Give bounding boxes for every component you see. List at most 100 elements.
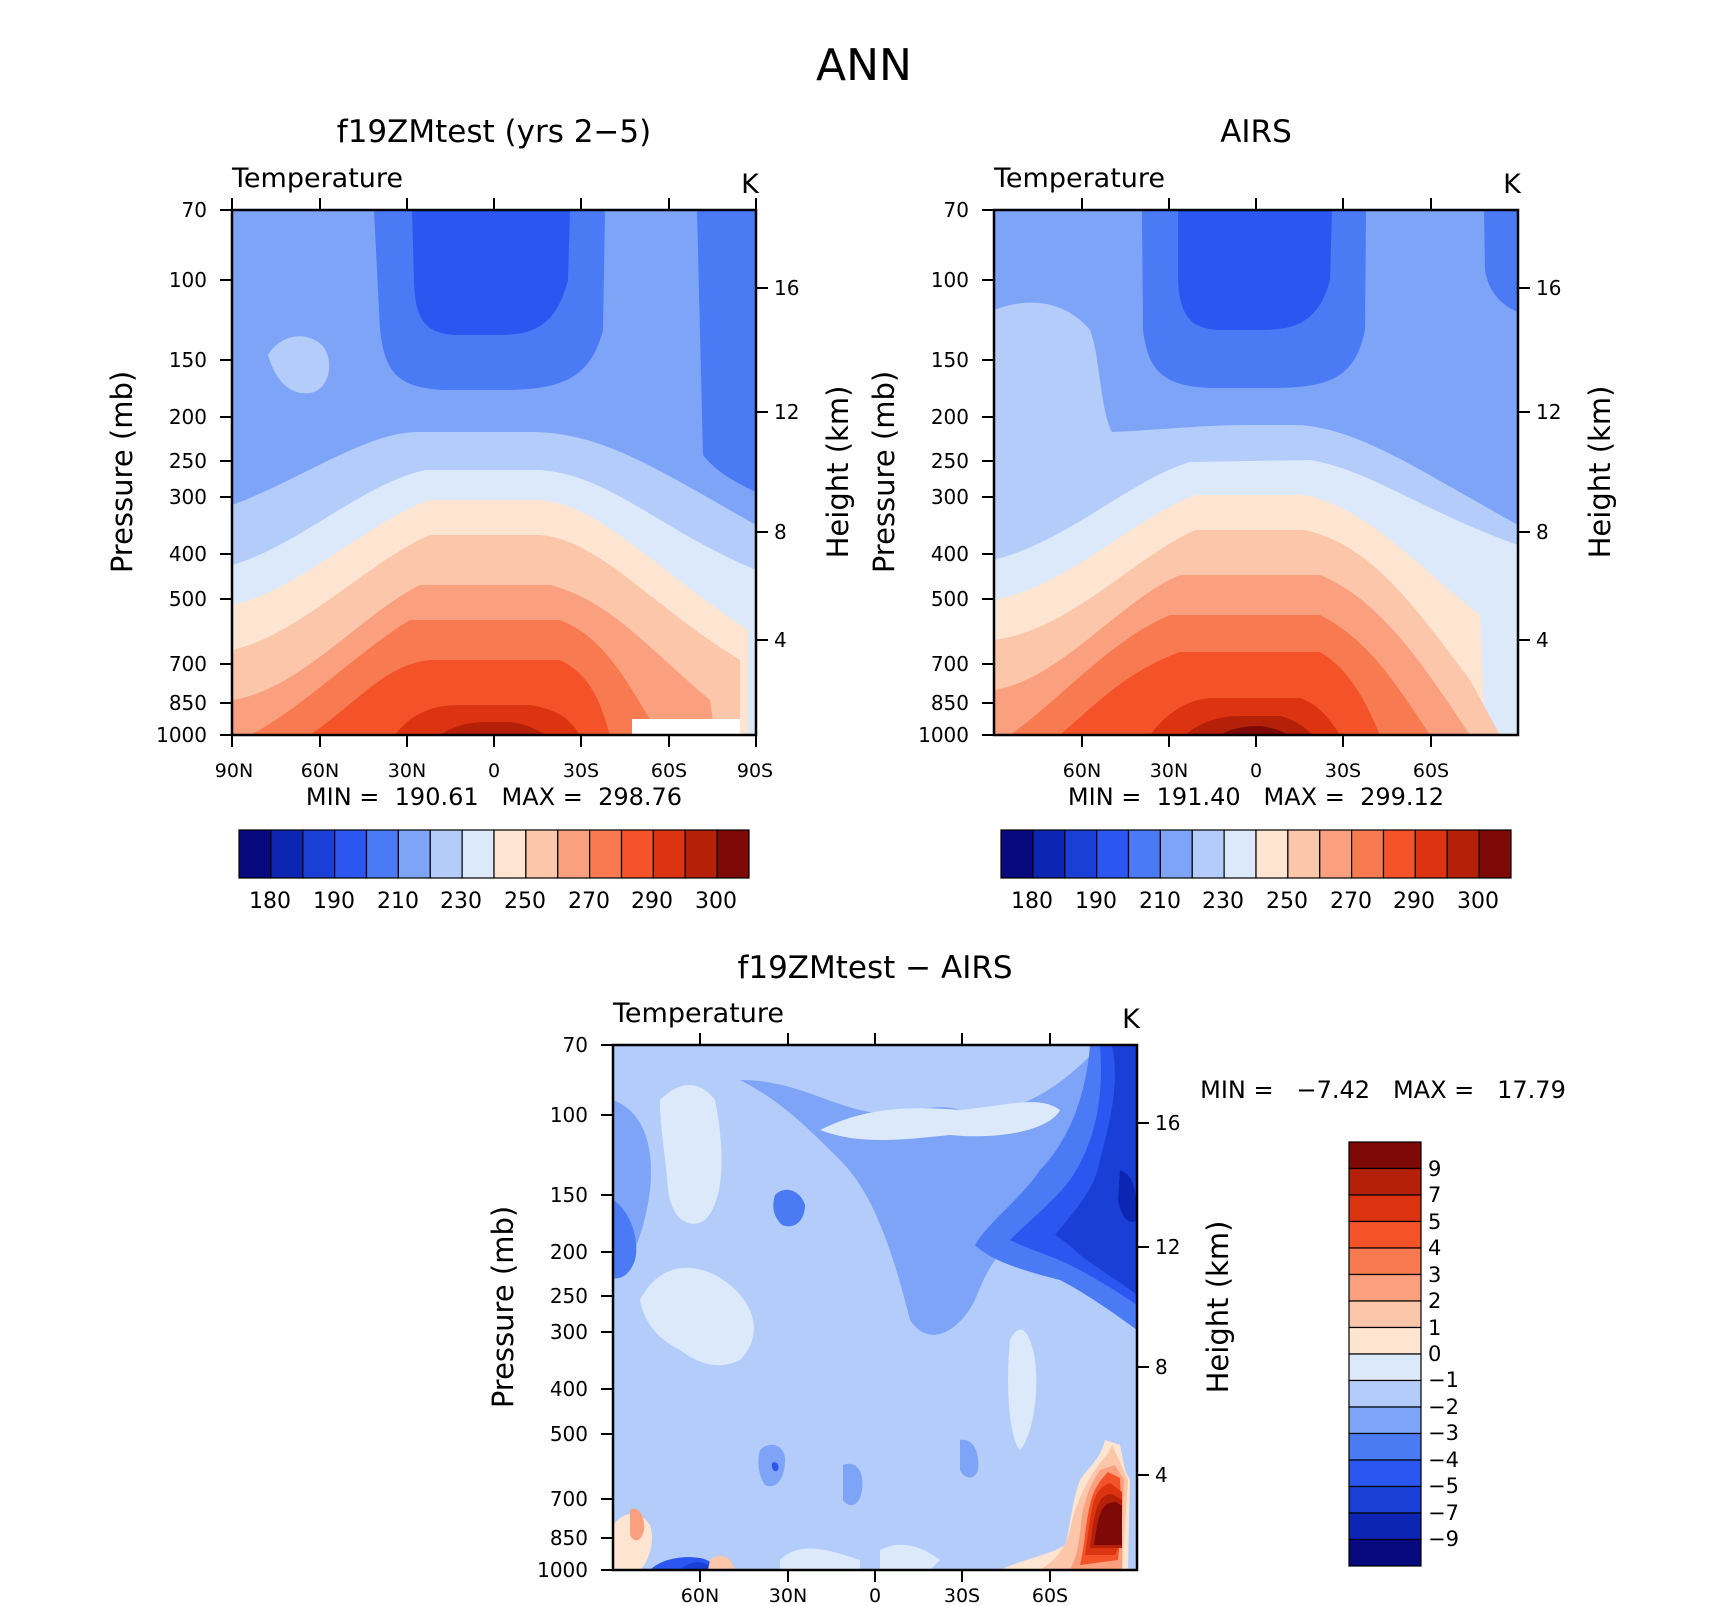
x-tick-label: 30N [388, 760, 426, 782]
y-tick-label: 150 [169, 348, 207, 372]
colorbar-label: −9 [1428, 1527, 1459, 1551]
panel-difference-variable: Temperature [612, 998, 784, 1029]
colorbar-label: 9 [1428, 1157, 1441, 1181]
figure-title: ANN [816, 40, 912, 91]
y-tick-label: 500 [931, 587, 969, 611]
y-tick-label: 700 [931, 652, 969, 676]
y-tick-label: 400 [931, 542, 969, 566]
y-right-tick-label: 8 [1155, 1355, 1168, 1379]
y-ticklabels-model: 70 100 150 200 250 300 400 500 700 850 1… [156, 198, 799, 747]
colorbar-swatch [1348, 1220, 1422, 1249]
y-tick-label: 250 [550, 1284, 588, 1308]
y-right-tick-label: 12 [1155, 1235, 1180, 1259]
contour-field-obs [994, 210, 1518, 735]
colorbar-label: −1 [1428, 1368, 1459, 1392]
x-ticklabels-difference: 60N 30N 0 30S 60S [681, 1585, 1068, 1606]
x-ticklabels-obs: 60N 30N 0 30S 60S [1063, 760, 1449, 782]
colorbar-swatch [1000, 829, 1034, 879]
panel-obs-units: K [1503, 169, 1522, 200]
y-axis-label: Pressure (mb) [867, 371, 901, 573]
colorbar-swatch [1414, 829, 1448, 879]
stats-text: MIN = 191.40 MAX = 299.12 [1068, 783, 1444, 811]
y-right-tick-label: 8 [1536, 520, 1549, 544]
colorbar-swatch [238, 829, 272, 879]
x-tick-label: 0 [488, 760, 500, 782]
y-tick-label: 700 [550, 1487, 588, 1511]
y-tick-label: 1000 [156, 723, 207, 747]
colorbar-swatch [1191, 829, 1225, 879]
colorbar-label: 300 [695, 889, 737, 914]
stats-text: MIN = −7.42 MAX = 17.79 [1200, 1076, 1566, 1104]
y-tick-label: 700 [169, 652, 207, 676]
x-tick-label: 30N [769, 1585, 807, 1606]
y-tick-label: 70 [182, 198, 207, 222]
colorbar-label: 1 [1428, 1316, 1441, 1340]
colorbar-label: 2 [1428, 1289, 1441, 1313]
colorbar-swatch [684, 829, 718, 879]
colorbar-swatch [1348, 1459, 1422, 1488]
colorbar-label: −2 [1428, 1395, 1459, 1419]
y-right-tick-label: 16 [1536, 276, 1561, 300]
y-tick-label: 500 [169, 587, 207, 611]
y-axis-obs [982, 209, 1530, 736]
panel-difference-title: f19ZMtest − AIRS [737, 950, 1012, 986]
colorbar-model [238, 829, 750, 879]
y-tick-label: 200 [550, 1240, 588, 1264]
x-tick-label: 30S [563, 760, 599, 782]
colorbar-swatch [525, 829, 559, 879]
panel-obs-title: AIRS [1220, 114, 1292, 150]
colorbar-swatch [652, 829, 686, 879]
x-tick-label: 30S [1325, 760, 1361, 782]
y-tick-label: 400 [550, 1377, 588, 1401]
colorbar-difference-labels: 9 7 5 4 3 2 1 0 −1 −2 −3 −4 −5 −7 −9 [1428, 1157, 1459, 1551]
colorbar-label: 3 [1428, 1263, 1441, 1287]
contour-field-difference [613, 1045, 1137, 1570]
x-axis-difference [699, 1033, 1051, 1582]
colorbar-label: 250 [504, 889, 546, 914]
colorbar-label: 290 [631, 889, 673, 914]
x-tick-label: 90S [737, 760, 773, 782]
colorbar-swatch [1096, 829, 1130, 879]
colorbar-swatch [1382, 829, 1416, 879]
y-tick-label: 100 [550, 1103, 588, 1127]
colorbar-swatch [270, 829, 304, 879]
y-tick-label: 500 [550, 1422, 588, 1446]
x-tick-label: 90N [215, 760, 253, 782]
y-axis-label: Pressure (mb) [486, 1206, 520, 1408]
y-tick-label: 200 [931, 405, 969, 429]
colorbar-swatch [1348, 1379, 1422, 1408]
colorbar-swatch [1127, 829, 1161, 879]
colorbar-swatch [1348, 1538, 1422, 1567]
colorbar-label: 250 [1266, 889, 1308, 914]
colorbar-label: 210 [1139, 889, 1181, 914]
colorbar-label: −5 [1428, 1474, 1459, 1498]
x-tick-label: 30S [944, 1585, 980, 1606]
y-tick-label: 150 [550, 1183, 588, 1207]
colorbar-swatch [1348, 1326, 1422, 1355]
colorbar-label: 190 [1075, 889, 1117, 914]
colorbar-swatch [1348, 1485, 1422, 1514]
y-tick-label: 850 [931, 691, 969, 715]
colorbar-swatch [365, 829, 399, 879]
x-tick-label: 60S [1032, 1585, 1068, 1606]
y-tick-label: 250 [931, 449, 969, 473]
colorbar-label: −3 [1428, 1421, 1459, 1445]
panel-model: f19ZMtest (yrs 2−5) Temperature K [105, 114, 855, 914]
colorbar-swatch [1223, 829, 1257, 879]
y-ticklabels-difference: 70 100 150 200 250 300 400 500 700 850 1… [537, 1033, 1180, 1582]
y-axis-right-label: Height (km) [1583, 386, 1617, 559]
y-tick-label: 150 [931, 348, 969, 372]
y-right-tick-label: 12 [774, 400, 799, 424]
y-axis-difference [601, 1044, 1149, 1571]
y-tick-label: 70 [944, 198, 969, 222]
colorbar-swatch [1348, 1406, 1422, 1435]
colorbar-label: 0 [1428, 1342, 1441, 1366]
y-right-tick-label: 4 [1155, 1463, 1168, 1487]
colorbar-swatch [1348, 1273, 1422, 1302]
colorbar-swatch [302, 829, 336, 879]
colorbar-label: −7 [1428, 1501, 1459, 1525]
colorbar-label: 230 [440, 889, 482, 914]
y-ticklabels-obs: 70 100 150 200 250 300 400 500 700 850 1… [918, 198, 1561, 747]
colorbar-label: 300 [1457, 889, 1499, 914]
colorbar-swatch [1348, 1194, 1422, 1223]
